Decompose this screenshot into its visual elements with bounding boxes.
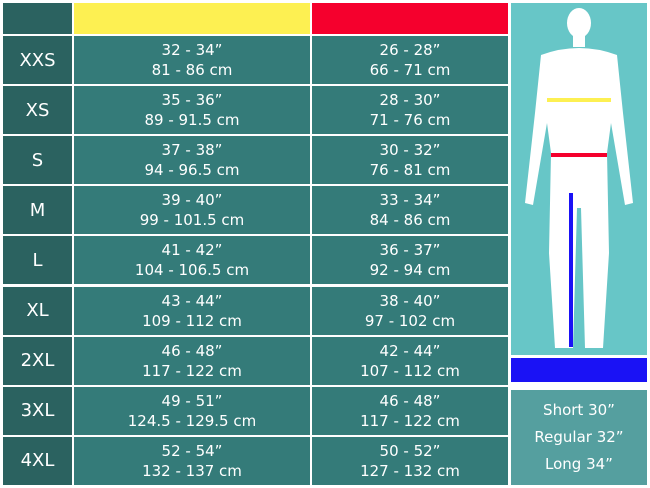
chest-cell: 46 - 48” 117 - 122 cm: [74, 336, 310, 385]
chest-inches: 46 - 48”: [161, 341, 223, 360]
waist-line: [551, 153, 607, 157]
waist-inches: 36 - 37”: [379, 241, 441, 260]
waist-inches: 42 - 44”: [379, 341, 441, 360]
body-silhouette-icon: [525, 8, 633, 348]
waist-cm: 71 - 76 cm: [369, 111, 451, 130]
length-short: Short 30”: [543, 401, 615, 419]
waist-header: [312, 3, 508, 34]
size-label: XXS: [3, 36, 72, 84]
waist-inches: 46 - 48”: [379, 391, 441, 410]
chest-inches: 37 - 38”: [161, 141, 223, 160]
waist-cell: 50 - 52” 127 - 132 cm: [312, 436, 508, 485]
chest-cm: 81 - 86 cm: [151, 61, 233, 79]
chest-inches: 35 - 36”: [161, 91, 223, 110]
size-label: 4XL: [3, 436, 72, 485]
chest-cm: 124.5 - 129.5 cm: [127, 411, 257, 430]
waist-cm: 66 - 71 cm: [369, 61, 451, 79]
chest-cm: 117 - 122 cm: [142, 361, 242, 380]
waist-cell: 28 - 30” 71 - 76 cm: [312, 86, 508, 135]
size-label: XL: [3, 286, 72, 335]
size-label: S: [3, 136, 72, 185]
waist-inches: 26 - 28”: [379, 41, 441, 59]
chest-line: [547, 98, 611, 102]
chest-inches: 32 - 34”: [161, 41, 223, 59]
waist-cm: 92 - 94 cm: [369, 261, 451, 280]
chest-cell: 35 - 36” 89 - 91.5 cm: [74, 86, 310, 135]
length-long: Long 34”: [545, 455, 613, 473]
waist-inches: 38 - 40”: [379, 291, 441, 310]
waist-cell: 46 - 48” 117 - 122 cm: [312, 386, 508, 435]
size-label: XS: [3, 86, 72, 135]
waist-cm: 117 - 122 cm: [360, 411, 460, 430]
waist-cell: 26 - 28” 66 - 71 cm: [312, 36, 508, 84]
chest-inches: 39 - 40”: [161, 191, 223, 210]
chest-cm: 99 - 101.5 cm: [139, 211, 245, 230]
chest-inches: 41 - 42”: [161, 241, 223, 260]
inseam-lengths: Short 30” Regular 32” Long 34”: [511, 390, 647, 485]
chest-inches: 49 - 51”: [161, 391, 223, 410]
chest-cell: 49 - 51” 124.5 - 129.5 cm: [74, 386, 310, 435]
chest-inches: 43 - 44”: [161, 291, 223, 310]
waist-cell: 42 - 44” 107 - 112 cm: [312, 336, 508, 385]
waist-cell: 33 - 34” 84 - 86 cm: [312, 186, 508, 235]
chest-cell: 37 - 38” 94 - 96.5 cm: [74, 136, 310, 185]
waist-cell: 30 - 32” 76 - 81 cm: [312, 136, 508, 185]
size-label: 2XL: [3, 336, 72, 385]
chest-header: [74, 3, 310, 34]
inseam-color-bar: [511, 358, 647, 382]
chest-cm: 132 - 137 cm: [142, 461, 242, 480]
waist-cell: 38 - 40” 97 - 102 cm: [312, 286, 508, 335]
waist-inches: 28 - 30”: [379, 91, 441, 110]
waist-inches: 50 - 52”: [379, 441, 441, 460]
chest-cm: 104 - 106.5 cm: [134, 261, 250, 280]
waist-cm: 97 - 102 cm: [364, 311, 456, 330]
chest-cm: 94 - 96.5 cm: [144, 161, 240, 180]
size-label: L: [3, 236, 72, 285]
size-label: M: [3, 186, 72, 235]
chest-cell: 32 - 34” 81 - 86 cm: [74, 36, 310, 84]
waist-cell: 36 - 37” 92 - 94 cm: [312, 236, 508, 285]
size-label: 3XL: [3, 386, 72, 435]
chest-cell: 41 - 42” 104 - 106.5 cm: [74, 236, 310, 285]
waist-cm: 76 - 81 cm: [369, 161, 451, 180]
body-figure: [511, 3, 647, 355]
inseam-line: [569, 193, 573, 347]
waist-cm: 107 - 112 cm: [360, 361, 460, 380]
chest-cell: 39 - 40” 99 - 101.5 cm: [74, 186, 310, 235]
chest-cm: 89 - 91.5 cm: [144, 111, 240, 130]
header-corner: [3, 3, 72, 34]
chest-inches: 52 - 54”: [161, 441, 223, 460]
length-regular: Regular 32”: [534, 428, 624, 446]
waist-inches: 33 - 34”: [379, 191, 441, 210]
chest-cell: 43 - 44” 109 - 112 cm: [74, 286, 310, 335]
chest-cm: 109 - 112 cm: [142, 311, 242, 330]
waist-cm: 84 - 86 cm: [369, 211, 451, 230]
waist-cm: 127 - 132 cm: [360, 461, 460, 480]
waist-inches: 30 - 32”: [379, 141, 441, 160]
chest-cell: 52 - 54” 132 - 137 cm: [74, 436, 310, 485]
